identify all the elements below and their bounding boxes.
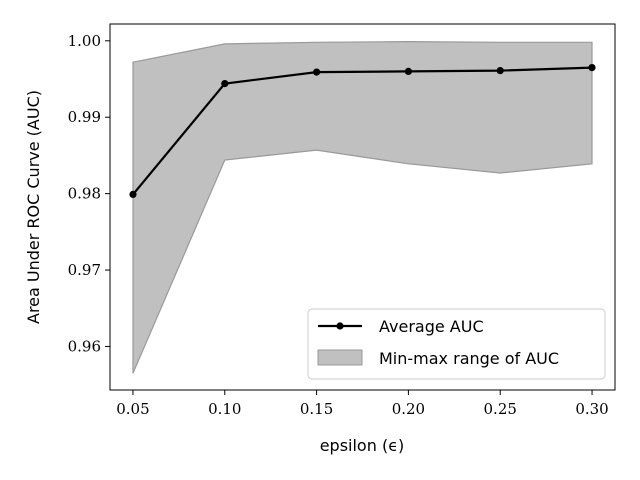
- series-layer: [129, 64, 596, 198]
- x-tick-label: 0.30: [575, 400, 608, 418]
- average-auc-point: [313, 68, 321, 76]
- x-axis-ticks: 0.05 0.10 0.15 0.20 0.25 0.30: [116, 390, 609, 418]
- x-tick-label: 0.20: [392, 400, 425, 418]
- axes-frame: [109, 23, 616, 391]
- y-tick-label: 0.96: [68, 337, 101, 355]
- x-tick-label: 0.25: [484, 400, 517, 418]
- y-axis-ticks: 0.96 0.97 0.98 0.99 1.00: [68, 32, 110, 355]
- x-axis-label: epsilon (ϵ): [320, 436, 405, 455]
- legend-marker-swatch: [336, 322, 344, 330]
- min-max-band: [132, 40, 593, 374]
- legend-band-swatch: [317, 349, 363, 366]
- legend-label-average: Average AUC: [379, 317, 484, 336]
- y-tick-label: 1.00: [68, 32, 101, 50]
- legend-label-band: Min-max range of AUC: [379, 349, 559, 368]
- y-tick-label: 0.97: [68, 261, 101, 279]
- y-axis-label: Area Under ROC Curve (AUC): [24, 90, 43, 324]
- average-auc-point: [221, 80, 229, 88]
- legend: Average AUC Min-max range of AUC: [307, 308, 606, 380]
- average-auc-point: [496, 67, 504, 75]
- average-auc-point: [404, 67, 412, 75]
- y-tick-label: 0.99: [68, 108, 101, 126]
- x-tick-label: 0.15: [300, 400, 333, 418]
- average-auc-line: [132, 66, 593, 196]
- average-auc-point: [129, 190, 137, 198]
- legend-box: [307, 308, 606, 380]
- y-tick-label: 0.98: [68, 185, 101, 203]
- x-tick-label: 0.10: [208, 400, 241, 418]
- band-layer: [132, 40, 593, 374]
- x-tick-label: 0.05: [116, 400, 149, 418]
- average-auc-point: [588, 64, 596, 72]
